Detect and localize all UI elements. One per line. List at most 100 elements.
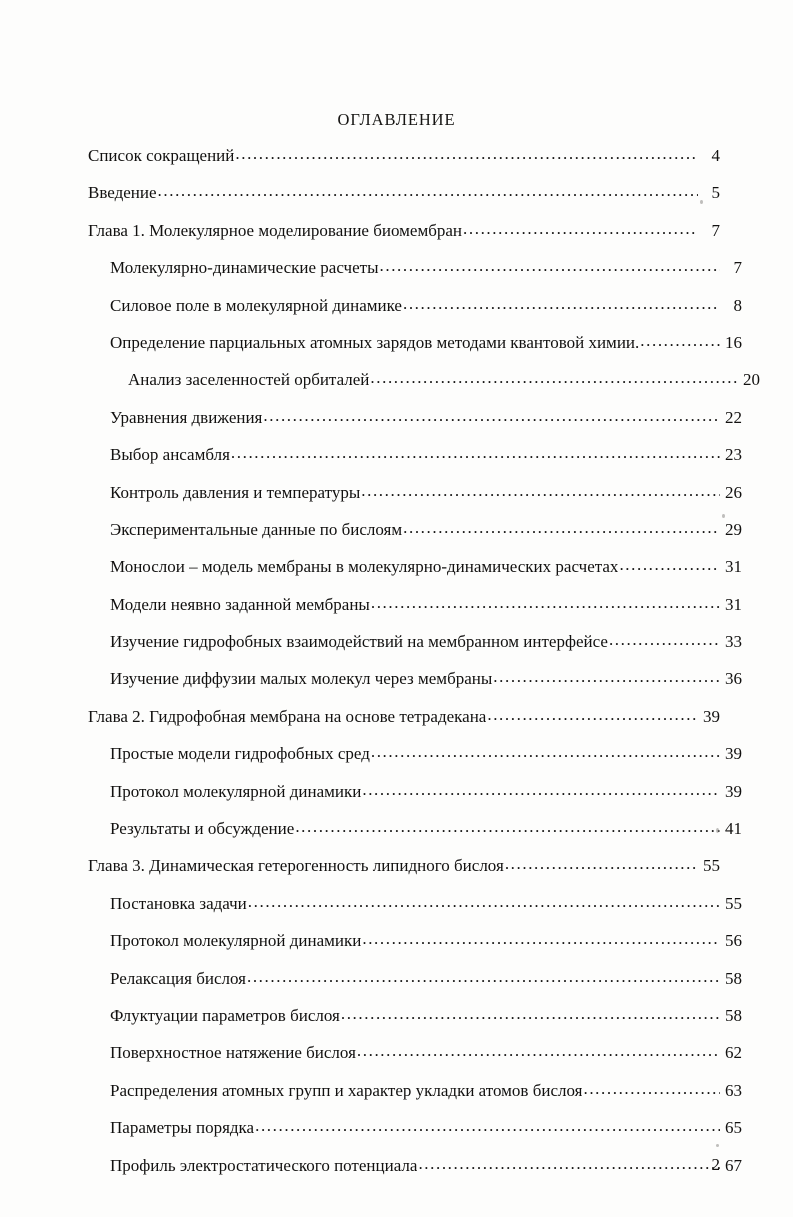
toc-dot-leader <box>640 331 720 348</box>
toc-entry-label: Силовое поле в молекулярной динамике <box>110 295 402 315</box>
toc-dot-leader <box>418 1154 720 1171</box>
toc-dot-leader <box>403 518 720 535</box>
toc-dot-leader <box>619 555 720 572</box>
toc-entry-page-number: 29 <box>725 519 742 539</box>
toc-entry-label: Флуктуации параметров бислоя <box>110 1005 340 1025</box>
toc-dot-leader <box>583 1079 720 1096</box>
toc-entry-label: Контроль давления и температуры <box>110 482 361 502</box>
toc-entry-page-number: 55 <box>725 893 742 913</box>
toc-entry[interactable]: Параметры порядка 65 <box>88 1116 742 1153</box>
toc-entry[interactable]: Результаты и обсуждение 41 <box>88 817 742 854</box>
toc-entry-label: Параметры порядка <box>110 1118 255 1138</box>
toc-entry[interactable]: Уравнения движения 22 <box>88 406 742 443</box>
toc-dot-leader <box>357 1041 720 1058</box>
toc-dot-leader <box>231 443 720 460</box>
toc-entry-page-number: 33 <box>725 632 742 652</box>
toc-entry-label: Поверхностное натяжение бислоя <box>110 1043 356 1063</box>
toc-entry[interactable]: Постановка задачи 55 <box>88 892 742 929</box>
scan-speck <box>716 1144 719 1147</box>
toc-entry-page-number: 8 <box>733 295 743 315</box>
toc-entry-page-number: 62 <box>725 1043 742 1063</box>
toc-entry[interactable]: Молекулярно-динамические расчеты 7 <box>88 256 742 293</box>
toc-entry[interactable]: Контроль давления и температуры 26 <box>88 481 742 518</box>
toc-entry-label: Изучение диффузии малых молекул через ме… <box>110 669 493 689</box>
toc-entry-label: Анализ заселенностей орбиталей <box>128 370 370 390</box>
toc-entry-label: Молекулярно-динамические расчеты <box>110 258 379 278</box>
toc-entry-page-number: 55 <box>703 856 720 876</box>
toc-entry[interactable]: Введение 5 <box>88 181 720 218</box>
toc-entry[interactable]: Силовое поле в молекулярной динамике 8 <box>88 294 742 331</box>
toc-entry-page-number: 36 <box>725 669 742 689</box>
toc-entry[interactable]: Выбор ансамбля 23 <box>88 443 742 480</box>
toc-entry-page-number: 16 <box>725 332 742 352</box>
page-title: ОГЛАВЛЕНИЕ <box>337 110 456 129</box>
toc-entry-label: Простые модели гидрофобных сред <box>110 744 370 764</box>
toc-entry[interactable]: Изучение гидрофобных взаимодействий на м… <box>88 630 742 667</box>
toc-entry-label: Экспериментальные данные по бислоям <box>110 519 403 539</box>
toc-entry[interactable]: Экспериментальные данные по бислоям 29 <box>88 518 742 555</box>
toc-entry-label: Список сокращений <box>88 146 235 165</box>
toc-entry[interactable]: Флуктуации параметров бислоя 58 <box>88 1004 742 1041</box>
toc-entry-label: Результаты и обсуждение <box>110 819 295 839</box>
toc-dot-leader <box>362 780 720 797</box>
toc-dot-leader <box>263 406 720 423</box>
toc-entry-label: Постановка задачи <box>110 893 247 913</box>
toc-entry-label: Введение <box>88 183 157 203</box>
toc-entry[interactable]: Монослои – модель мембраны в молекулярно… <box>88 555 742 592</box>
toc-dot-leader <box>362 929 720 946</box>
toc-entry[interactable]: Профиль электростатического потенциала 67 <box>88 1154 742 1191</box>
toc-entry-label: Глава 3. Динамическая гетерогенность лип… <box>88 856 504 876</box>
toc-entry[interactable]: Релаксация бислоя 58 <box>88 967 742 1004</box>
toc-dot-leader <box>235 144 698 161</box>
toc-entry-page-number: 56 <box>725 931 742 951</box>
toc-dot-leader <box>158 181 698 198</box>
toc-entry[interactable]: Простые модели гидрофобных сред 39 <box>88 742 742 779</box>
toc-entry-label: Уравнения движения <box>110 407 263 427</box>
toc-dot-leader <box>463 219 698 236</box>
toc-entry[interactable]: Протокол молекулярной динамики 39 <box>88 780 742 817</box>
toc-entry[interactable]: Распределения атомных групп и характер у… <box>88 1079 742 1116</box>
toc-entry-page-number: 63 <box>725 1080 742 1100</box>
toc-entry-label: Глава 2. Гидрофобная мембрана на основе … <box>88 706 487 726</box>
toc-entry-page-number: 39 <box>725 781 742 801</box>
toc-entry-label: Релаксация бислоя <box>110 968 246 988</box>
toc-entry[interactable]: Изучение диффузии малых молекул через ме… <box>88 667 742 704</box>
toc-entry[interactable]: Глава 1. Молекулярное моделирование биом… <box>88 219 720 256</box>
toc-entry-label: Протокол молекулярной динамики <box>110 781 362 801</box>
scan-speck <box>722 514 725 518</box>
toc-entry-page-number: 20 <box>743 370 760 390</box>
toc-entry[interactable]: Определение парциальных атомных зарядов … <box>88 331 742 368</box>
toc-entry-page-number: 39 <box>725 744 742 764</box>
toc-entry-page-number: 22 <box>725 407 742 427</box>
toc-dot-leader <box>370 368 738 385</box>
toc-entry[interactable]: Анализ заселенностей орбиталей 20 <box>88 368 760 405</box>
toc-entry[interactable]: Глава 3. Динамическая гетерогенность лип… <box>88 854 720 891</box>
toc-dot-leader <box>361 481 720 498</box>
toc-dot-leader <box>341 1004 720 1021</box>
toc-entry[interactable]: Модели неявно заданной мембраны 31 <box>88 593 742 630</box>
toc-entry-page-number: 26 <box>725 482 742 502</box>
toc-entry[interactable]: Поверхностное натяжение бислоя 62 <box>88 1041 742 1078</box>
toc-entry[interactable]: Список сокращений 4 <box>88 144 720 181</box>
toc-dot-leader <box>380 256 721 273</box>
table-of-contents-list: Список сокращений 4 Введение 5 Глава 1. Моле… <box>88 144 760 1191</box>
toc-entry-page-number: 41 <box>725 819 742 839</box>
toc-dot-leader <box>609 630 720 647</box>
toc-dot-leader <box>295 817 720 834</box>
page-folio-number: 2 <box>711 1155 721 1174</box>
toc-entry-label: Монослои – модель мембраны в молекулярно… <box>110 557 619 577</box>
toc-entry-page-number: 31 <box>725 594 742 614</box>
toc-entry-page-number: 58 <box>725 1005 742 1025</box>
toc-dot-leader <box>487 705 698 722</box>
toc-entry-page-number: 7 <box>711 220 721 240</box>
toc-dot-leader <box>371 593 720 610</box>
toc-entry[interactable]: Протокол молекулярной динамики 56 <box>88 929 742 966</box>
toc-entry-page-number: 4 <box>711 146 721 165</box>
toc-entry-page-number: 65 <box>725 1118 742 1138</box>
toc-dot-leader <box>371 742 720 759</box>
toc-dot-leader <box>505 854 698 871</box>
toc-entry-page-number: 5 <box>711 183 721 203</box>
toc-entry[interactable]: Глава 2. Гидрофобная мембрана на основе … <box>88 705 720 742</box>
toc-entry-page-number: 58 <box>725 968 742 988</box>
